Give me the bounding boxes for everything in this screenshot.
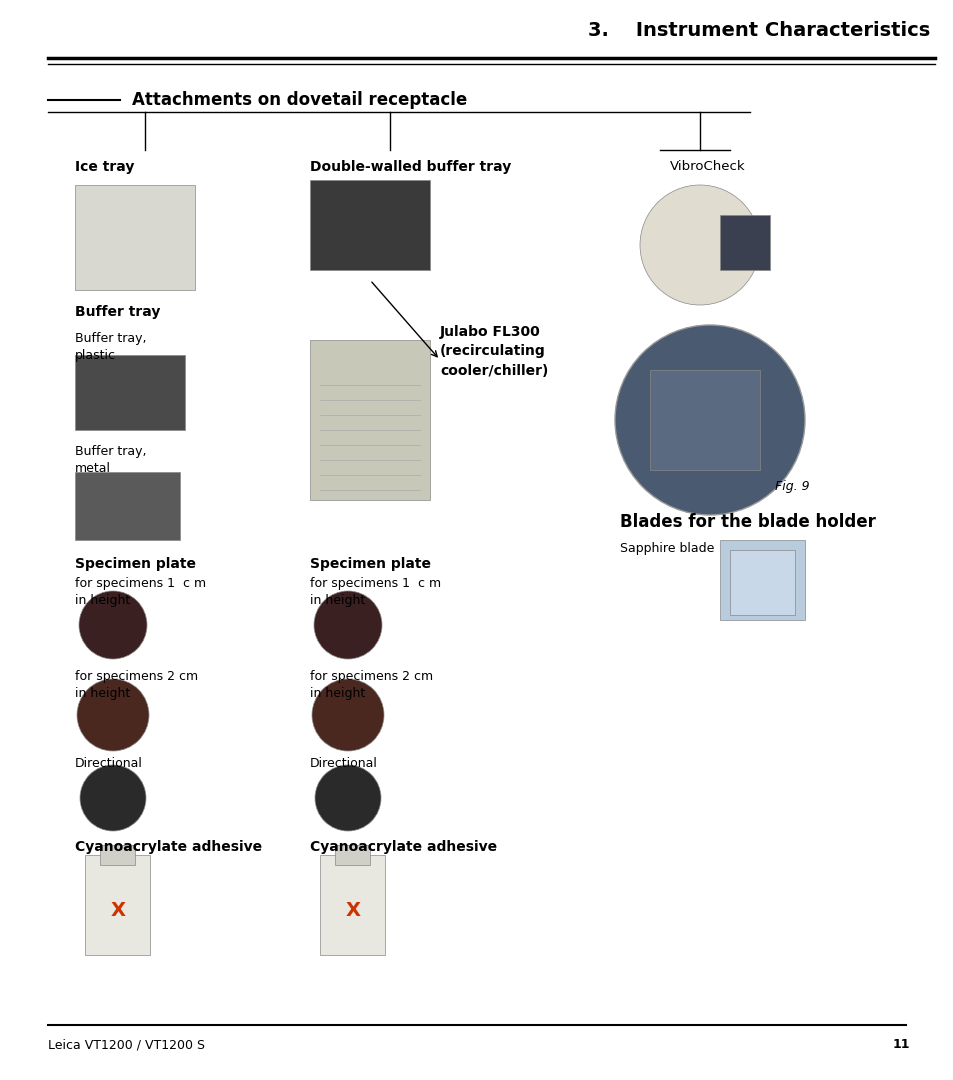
Text: Buffer tray,
metal: Buffer tray, metal [75, 445, 147, 475]
Text: Cyanoacrylate adhesive: Cyanoacrylate adhesive [310, 840, 497, 854]
FancyBboxPatch shape [720, 215, 769, 270]
Text: 3.    Instrument Characteristics: 3. Instrument Characteristics [587, 21, 929, 40]
FancyBboxPatch shape [335, 845, 370, 865]
Text: Buffer tray: Buffer tray [75, 305, 160, 319]
Text: Double-walled buffer tray: Double-walled buffer tray [310, 160, 511, 174]
Text: Julabo FL300
(recirculating
cooler/chiller): Julabo FL300 (recirculating cooler/chill… [439, 325, 548, 378]
Text: for specimens 2 cm
in height: for specimens 2 cm in height [75, 670, 198, 700]
FancyBboxPatch shape [649, 370, 760, 470]
Text: Sapphire blade: Sapphire blade [619, 542, 714, 555]
FancyBboxPatch shape [310, 340, 430, 500]
Circle shape [79, 591, 147, 659]
Text: for specimens 1  c m
in height: for specimens 1 c m in height [75, 577, 206, 607]
Circle shape [314, 765, 380, 831]
Text: for specimens 1  c m
in height: for specimens 1 c m in height [310, 577, 440, 607]
FancyBboxPatch shape [75, 472, 180, 540]
FancyBboxPatch shape [319, 855, 385, 955]
Text: Buffer tray,
plastic: Buffer tray, plastic [75, 332, 147, 362]
Text: Blades for the blade holder: Blades for the blade holder [619, 513, 875, 531]
Circle shape [314, 591, 381, 659]
Text: for specimens 2 cm
in height: for specimens 2 cm in height [310, 670, 433, 700]
Text: Directional: Directional [75, 757, 143, 770]
Circle shape [615, 325, 804, 515]
FancyBboxPatch shape [85, 855, 150, 955]
Circle shape [639, 185, 760, 305]
Text: 11: 11 [892, 1038, 909, 1051]
FancyBboxPatch shape [729, 550, 794, 615]
Text: X: X [345, 901, 360, 919]
Circle shape [77, 679, 149, 751]
Text: VibroCheck: VibroCheck [669, 160, 745, 173]
Text: Attachments on dovetail receptacle: Attachments on dovetail receptacle [132, 91, 467, 109]
Text: Specimen plate: Specimen plate [310, 557, 431, 571]
Text: Cyanoacrylate adhesive: Cyanoacrylate adhesive [75, 840, 262, 854]
Text: Ice tray: Ice tray [75, 160, 134, 174]
Text: X: X [111, 901, 126, 919]
FancyBboxPatch shape [75, 185, 194, 291]
Text: Fig. 9: Fig. 9 [774, 480, 809, 492]
Circle shape [80, 765, 146, 831]
FancyBboxPatch shape [75, 355, 185, 430]
FancyBboxPatch shape [720, 540, 804, 620]
FancyBboxPatch shape [100, 845, 135, 865]
Text: Specimen plate: Specimen plate [75, 557, 195, 571]
FancyBboxPatch shape [310, 180, 430, 270]
Text: Leica VT1200 / VT1200 S: Leica VT1200 / VT1200 S [48, 1038, 205, 1051]
Circle shape [312, 679, 384, 751]
Text: Directional: Directional [310, 757, 377, 770]
